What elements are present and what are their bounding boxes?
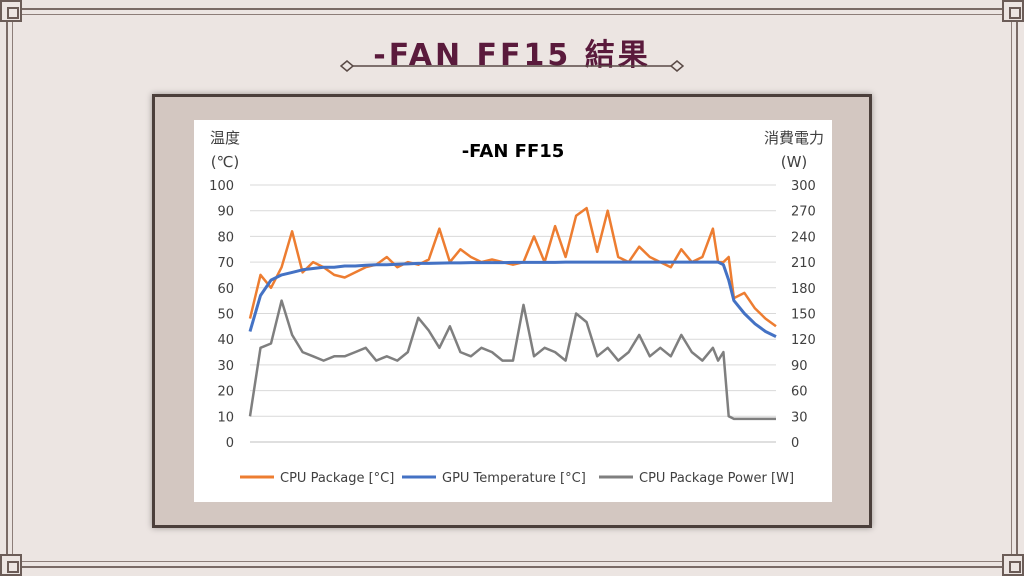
left-axis-tick-label: 50 — [217, 308, 234, 323]
left-axis-label: 温度 — [210, 129, 240, 147]
right-axis-tick-label: 300 — [791, 179, 816, 194]
page-frame-outer — [6, 8, 1018, 568]
left-axis-tick-label: 70 — [217, 256, 234, 271]
right-axis-label: 消費電力 — [764, 129, 824, 147]
left-axis-tick-label: 30 — [217, 359, 234, 374]
page-title: -FAN FF15 結果 — [373, 38, 651, 73]
frame-corner-ornament — [0, 554, 22, 576]
left-axis-tick-label: 90 — [217, 205, 234, 220]
left-axis-tick-label: 0 — [226, 436, 234, 451]
chart-title: -FAN FF15 — [462, 141, 565, 162]
right-axis-tick-label: 120 — [791, 333, 816, 348]
left-axis-tick-label: 80 — [217, 230, 234, 245]
legend-label: GPU Temperature [°C] — [442, 471, 586, 486]
right-axis-tick-label: 150 — [791, 308, 816, 323]
right-axis-tick-label: 90 — [791, 359, 808, 374]
left-axis-tick-label: 20 — [217, 385, 234, 400]
right-axis-tick-label: 270 — [791, 205, 816, 220]
right-axis-tick-label: 60 — [791, 385, 808, 400]
right-axis-tick-label: 0 — [791, 436, 799, 451]
series-line-1 — [248, 260, 777, 338]
left-axis-tick-label: 100 — [209, 179, 234, 194]
line-chart: 温度 (℃) 消費電力 (W) -FAN FF15 0 0 10 30 20 60 30 90… — [209, 129, 824, 486]
left-axis-tick-label: 10 — [217, 410, 234, 425]
left-axis-tick-label: 40 — [217, 333, 234, 348]
series-line-2 — [248, 299, 776, 421]
right-axis-tick-label: 210 — [791, 256, 816, 271]
right-axis-unit: (W) — [781, 153, 808, 171]
right-axis-tick-label: 180 — [791, 282, 816, 297]
title-underline-ornament — [340, 60, 684, 72]
frame-corner-ornament — [1002, 0, 1024, 22]
left-axis-tick-label: 60 — [217, 282, 234, 297]
right-axis-tick-label: 30 — [791, 410, 808, 425]
legend-label: CPU Package [°C] — [280, 471, 394, 486]
legend-label: CPU Package Power [W] — [639, 471, 794, 486]
right-axis-tick-label: 240 — [791, 230, 816, 245]
chart-card: 温度 (℃) 消費電力 (W) -FAN FF15 0 0 10 30 20 60 30 90… — [194, 120, 832, 502]
frame-corner-ornament — [0, 0, 22, 22]
left-axis-unit: (℃) — [211, 153, 240, 171]
frame-corner-ornament — [1002, 554, 1024, 576]
page-frame-inner — [12, 14, 1012, 562]
